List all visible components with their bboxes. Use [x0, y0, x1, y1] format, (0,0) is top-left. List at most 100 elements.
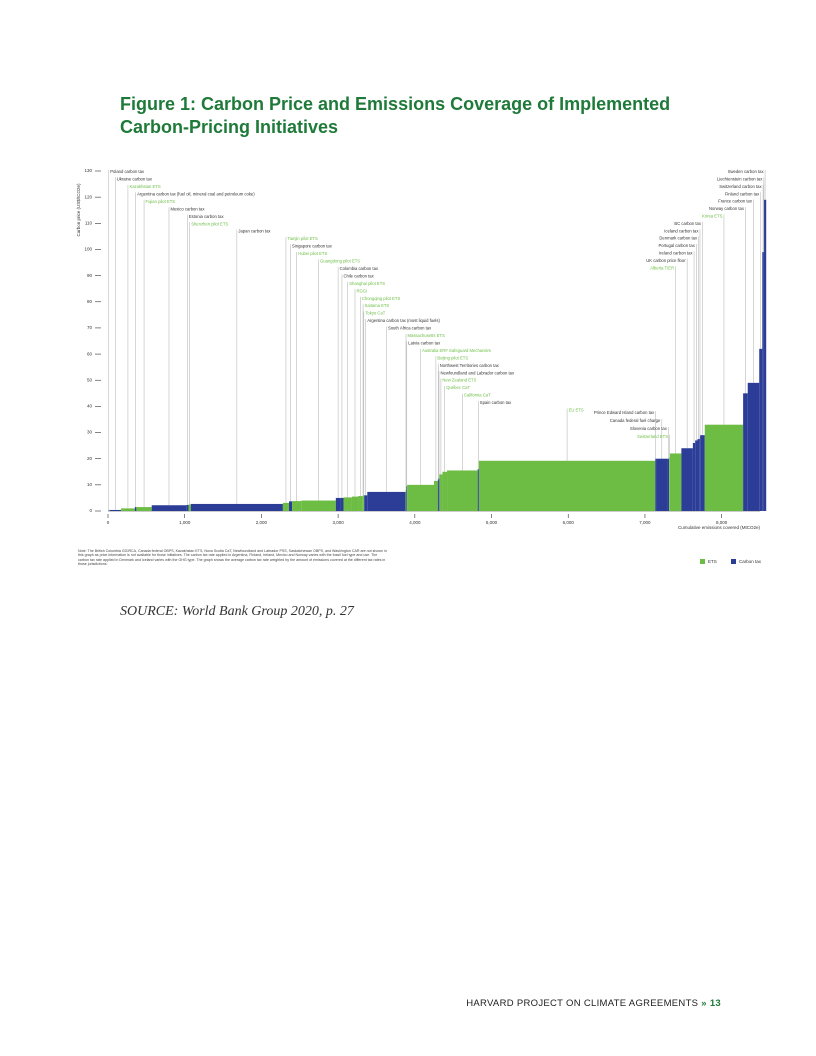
initiative-label: Massachusetts ETS	[408, 333, 445, 338]
initiative-label: California CaT	[464, 393, 491, 398]
bar	[667, 458, 670, 511]
legend-swatch	[700, 559, 705, 564]
bar	[669, 453, 682, 511]
bar	[656, 458, 668, 511]
y-axis-label: Carbon price (US$/tCO2e)	[76, 183, 81, 237]
initiative-label: Argentina carbon tax (most liquid fuels)	[367, 318, 440, 323]
initiative-label: EU ETS	[569, 408, 584, 413]
x-tick-label: 0	[107, 520, 110, 525]
initiative-label: Sweden carbon tax	[728, 169, 765, 174]
initiative-label: Switzerland carbon tax	[719, 184, 762, 189]
y-tick-label: 10	[87, 482, 93, 487]
initiative-label: Slovenia carbon tax	[630, 426, 668, 431]
initiative-label: Beijing pilot ETS	[437, 355, 468, 360]
x-tick-label: 5,000	[486, 520, 498, 525]
y-tick-label: 70	[87, 325, 93, 330]
initiative-label: Saitama ETS	[365, 303, 390, 308]
bar	[700, 435, 705, 511]
initiative-label: Portugal carbon tax	[659, 243, 696, 248]
bar	[697, 439, 700, 511]
initiative-label: Singapore carbon tax	[292, 244, 333, 249]
page-number: 13	[709, 998, 721, 1009]
bar	[343, 497, 352, 511]
initiative-label: Colombia carbon tax	[340, 266, 379, 271]
initiative-label: Tokyo CaT	[365, 311, 385, 316]
bar	[438, 478, 440, 511]
x-tick-label: 6,000	[563, 520, 575, 525]
initiative-label: Chongqing pilot ETS	[362, 296, 401, 301]
legend-swatch	[731, 559, 736, 564]
initiative-label: Ukraine carbon tax	[117, 177, 153, 182]
chart: Carbon price (US$/tCO2e) Cumulative emis…	[76, 168, 767, 564]
bar	[439, 474, 443, 511]
x-tick-label: 8,000	[716, 520, 728, 525]
x-tick-label: 3,000	[332, 520, 344, 525]
y-tick-label: 120	[84, 194, 92, 199]
y-tick-label: 40	[87, 404, 93, 409]
initiative-label: Switzerland ETS	[637, 434, 668, 439]
x-tick-label: 4,000	[409, 520, 421, 525]
bar	[478, 460, 656, 511]
initiative-label: RGGI	[356, 288, 367, 293]
bar	[136, 507, 152, 511]
x-tick-label: 1,000	[179, 520, 191, 525]
bar	[301, 500, 336, 511]
bar	[190, 503, 283, 511]
bar	[695, 440, 698, 511]
initiative-label: Shenzhen pilot ETS	[191, 221, 228, 226]
bar	[358, 496, 363, 511]
bar	[289, 501, 293, 511]
initiative-label: Newfoundland and Labrador carbon tax	[440, 370, 514, 375]
bar	[704, 424, 744, 511]
y-tick-label: 90	[87, 273, 93, 278]
bar	[367, 491, 406, 511]
initiative-label: Chile carbon tax	[343, 273, 374, 278]
initiative-label: Fujian pilot ETS	[146, 199, 176, 204]
y-tick-label: 0	[89, 508, 92, 513]
chart-note: Note: The British Columbia GGIRCA, Canad…	[78, 549, 387, 567]
initiative-label: Japan carbon tax	[238, 229, 271, 234]
y-tick-label: 50	[87, 377, 93, 382]
bar	[442, 471, 448, 511]
bar	[747, 382, 760, 511]
bar	[692, 443, 696, 511]
initiative-label: Québec CaT	[446, 385, 470, 390]
initiative-label: Latvia carbon tax	[408, 340, 441, 345]
initiative-label: Mexico carbon tax	[170, 206, 205, 211]
bar	[351, 496, 359, 511]
y-tick-label: 80	[87, 299, 93, 304]
bar	[405, 490, 407, 511]
x-tick-label: 7,000	[639, 520, 651, 525]
bar	[362, 495, 364, 511]
initiative-label: Poland carbon tax	[110, 169, 145, 174]
footer: HARVARD PROJECT ON CLIMATE AGREEMENTS » …	[466, 998, 721, 1009]
y-tick-label: 20	[87, 456, 93, 461]
bar	[681, 448, 693, 511]
y-tick-label: 60	[87, 351, 93, 356]
bar	[340, 497, 344, 511]
bar	[188, 504, 191, 511]
initiative-label: Northwest Territories carbon tax	[440, 363, 500, 368]
initiative-label: Alberta TIER	[650, 265, 674, 270]
initiative-label: South Africa carbon tax	[388, 326, 432, 331]
bar	[282, 502, 290, 511]
initiative-label: Korea ETS	[702, 214, 723, 219]
initiative-label: Shanghai pilot ETS	[349, 281, 385, 286]
source: SOURCE: World Bank Group 2020, p. 27	[120, 604, 354, 619]
initiative-label: Guangdong pilot ETS	[320, 259, 360, 264]
initiative-label: New Zealand ETS	[442, 378, 476, 383]
bar	[186, 504, 189, 511]
initiative-label: Hubei pilot ETS	[298, 251, 327, 256]
initiative-label: Australia ERF Safeguard Mechanism	[422, 348, 491, 353]
bar	[655, 458, 657, 511]
bar	[447, 470, 478, 511]
y-tick-label: 110	[85, 220, 93, 225]
initiative-label: Spain carbon tax	[480, 400, 512, 405]
initiative-label: Kazakhstan ETS	[129, 184, 160, 189]
bar	[762, 252, 764, 512]
bar	[477, 469, 479, 511]
y-tick-label: 130	[84, 168, 92, 173]
initiative-label: Liechtenstein carbon tax	[717, 177, 763, 182]
bar	[406, 486, 408, 511]
